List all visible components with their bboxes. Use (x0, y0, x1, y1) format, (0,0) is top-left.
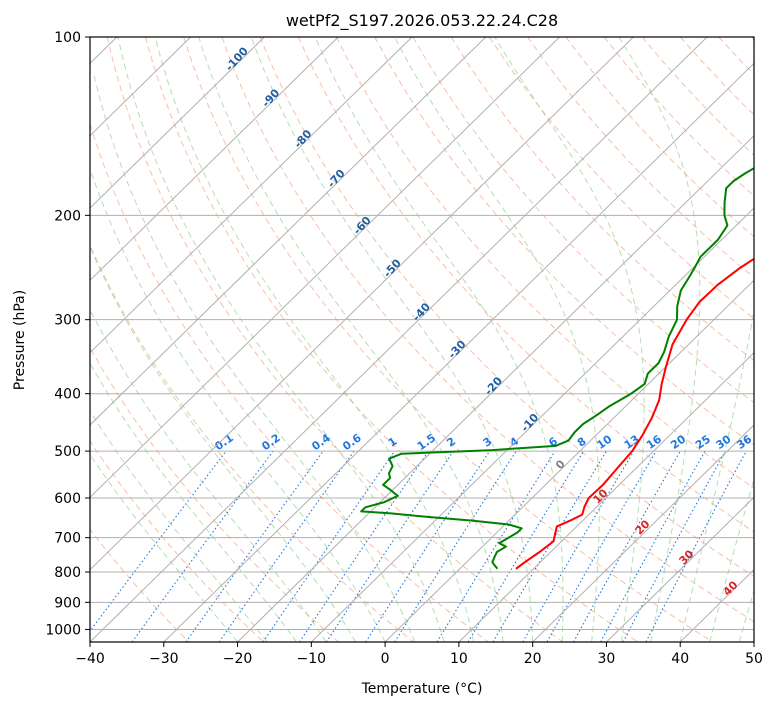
moist-adiabat-line (90, 453, 238, 642)
temperature-profile-line (515, 257, 754, 570)
y-tick-label: 400 (54, 387, 81, 403)
isotherm-line (90, 37, 708, 642)
mixing-ratio-line (394, 450, 517, 642)
mixing-ratio-line (185, 450, 324, 642)
y-tick-label: 800 (54, 565, 81, 581)
isotherm-line (90, 37, 560, 499)
isotherm-line (532, 424, 754, 642)
moist-adiabat-line (90, 308, 327, 642)
dry-adiabat-line (106, 37, 564, 642)
y-tick-label: 300 (54, 313, 81, 329)
isotherms (90, 37, 754, 642)
isotherm-line (384, 279, 754, 642)
x-tick-label: 30 (598, 651, 616, 667)
moist-adiabat-line (117, 37, 445, 642)
x-tick-label: 10 (450, 651, 468, 667)
mixing-ratio-line (436, 450, 556, 642)
x-axis-title: Temperature (°C) (361, 681, 483, 697)
moist-adiabat-line (90, 409, 268, 642)
moist-adiabat-line (679, 37, 754, 642)
y-axis-title: Pressure (hPa) (12, 290, 28, 390)
mixing-ratio-line (299, 450, 429, 642)
moist-adiabat-line (494, 37, 645, 642)
x-tick-label: 40 (671, 651, 689, 667)
dry-adiabat-line (90, 528, 190, 642)
mixing-ratio-line (218, 450, 355, 642)
y-tick-label: 1000 (45, 622, 81, 638)
moist-adiabat-line (90, 362, 297, 642)
moist-adiabat-line (198, 37, 504, 642)
dry-adiabat-line (412, 37, 754, 404)
isotherm-line (458, 351, 754, 642)
profile-series (360, 167, 754, 570)
pressure-gridlines (90, 37, 754, 630)
moist-adiabat-line (709, 477, 754, 642)
dry-adiabat-line (144, 37, 639, 642)
y-tick-label: 600 (54, 491, 81, 507)
y-tick-label: 700 (54, 531, 81, 547)
x-tick-label: 20 (524, 651, 542, 667)
x-axis-ticks: −40 −30 −20 −10 0 10 20 30 40 50 (75, 642, 763, 667)
y-tick-label: 500 (54, 444, 81, 460)
isotherm-line (606, 496, 754, 642)
dry-adiabat-line (90, 122, 489, 642)
y-tick-label: 200 (54, 208, 81, 224)
plot-frame (89, 36, 755, 643)
y-tick-label: 900 (54, 595, 81, 611)
mixing-ratio-line (365, 450, 491, 642)
mixing-ratio-line (600, 450, 706, 642)
isotherm-line (90, 37, 265, 209)
moist-adiabat-line (154, 37, 475, 642)
x-tick-label: 0 (381, 651, 390, 667)
isotherm-line (237, 134, 754, 642)
isotherm-line (90, 37, 634, 571)
mixing-ratio-line (325, 450, 454, 642)
moist-adiabat-line (314, 37, 564, 642)
dewpoint-profile-line (360, 167, 754, 570)
moist-adiabats (90, 37, 754, 642)
dry-adiabat-line (221, 37, 754, 623)
isotherm-line (90, 37, 487, 426)
x-tick-label: −20 (223, 651, 253, 667)
isotherm-line (90, 37, 339, 282)
moist-adiabat-line (394, 37, 600, 642)
mixing-ratio-line (90, 450, 227, 632)
moist-adiabat-line (738, 589, 754, 642)
moist-adiabat-line (90, 167, 386, 642)
x-tick-label: −10 (297, 651, 327, 667)
mixing-ratio-line (131, 450, 274, 642)
x-tick-label: 50 (745, 651, 763, 667)
dry-adiabat-line (450, 37, 754, 362)
plot-area: 0.1 0.2 0.4 0.6 1 1.5 2 3 4 6 8 10 13 16 20 25 30 36 -100… (90, 37, 754, 642)
chart-title: wetPf2_S197.2026.053.22.24.C28 (286, 11, 558, 31)
y-tick-label: 100 (54, 30, 81, 46)
isotherm-line (90, 37, 413, 354)
mixing-ratio-line (262, 450, 396, 642)
mixing-ratio-line (573, 450, 681, 642)
moist-adiabat-line (250, 37, 534, 642)
isotherm-line (163, 62, 754, 642)
dry-adiabat-line (90, 346, 339, 642)
mixing-ratio-line (622, 450, 726, 642)
moist-adiabat-line (618, 37, 701, 642)
x-tick-label: −30 (149, 651, 179, 667)
mixing-ratio-line (467, 450, 585, 642)
moist-adiabat-line (90, 245, 357, 642)
moist-adiabat-line (93, 72, 416, 642)
y-axis-ticks: 100 200 300 400 500 600 700 800 900 1000 (45, 30, 90, 638)
x-tick-label: −40 (75, 651, 105, 667)
isotherm-line (310, 207, 754, 642)
